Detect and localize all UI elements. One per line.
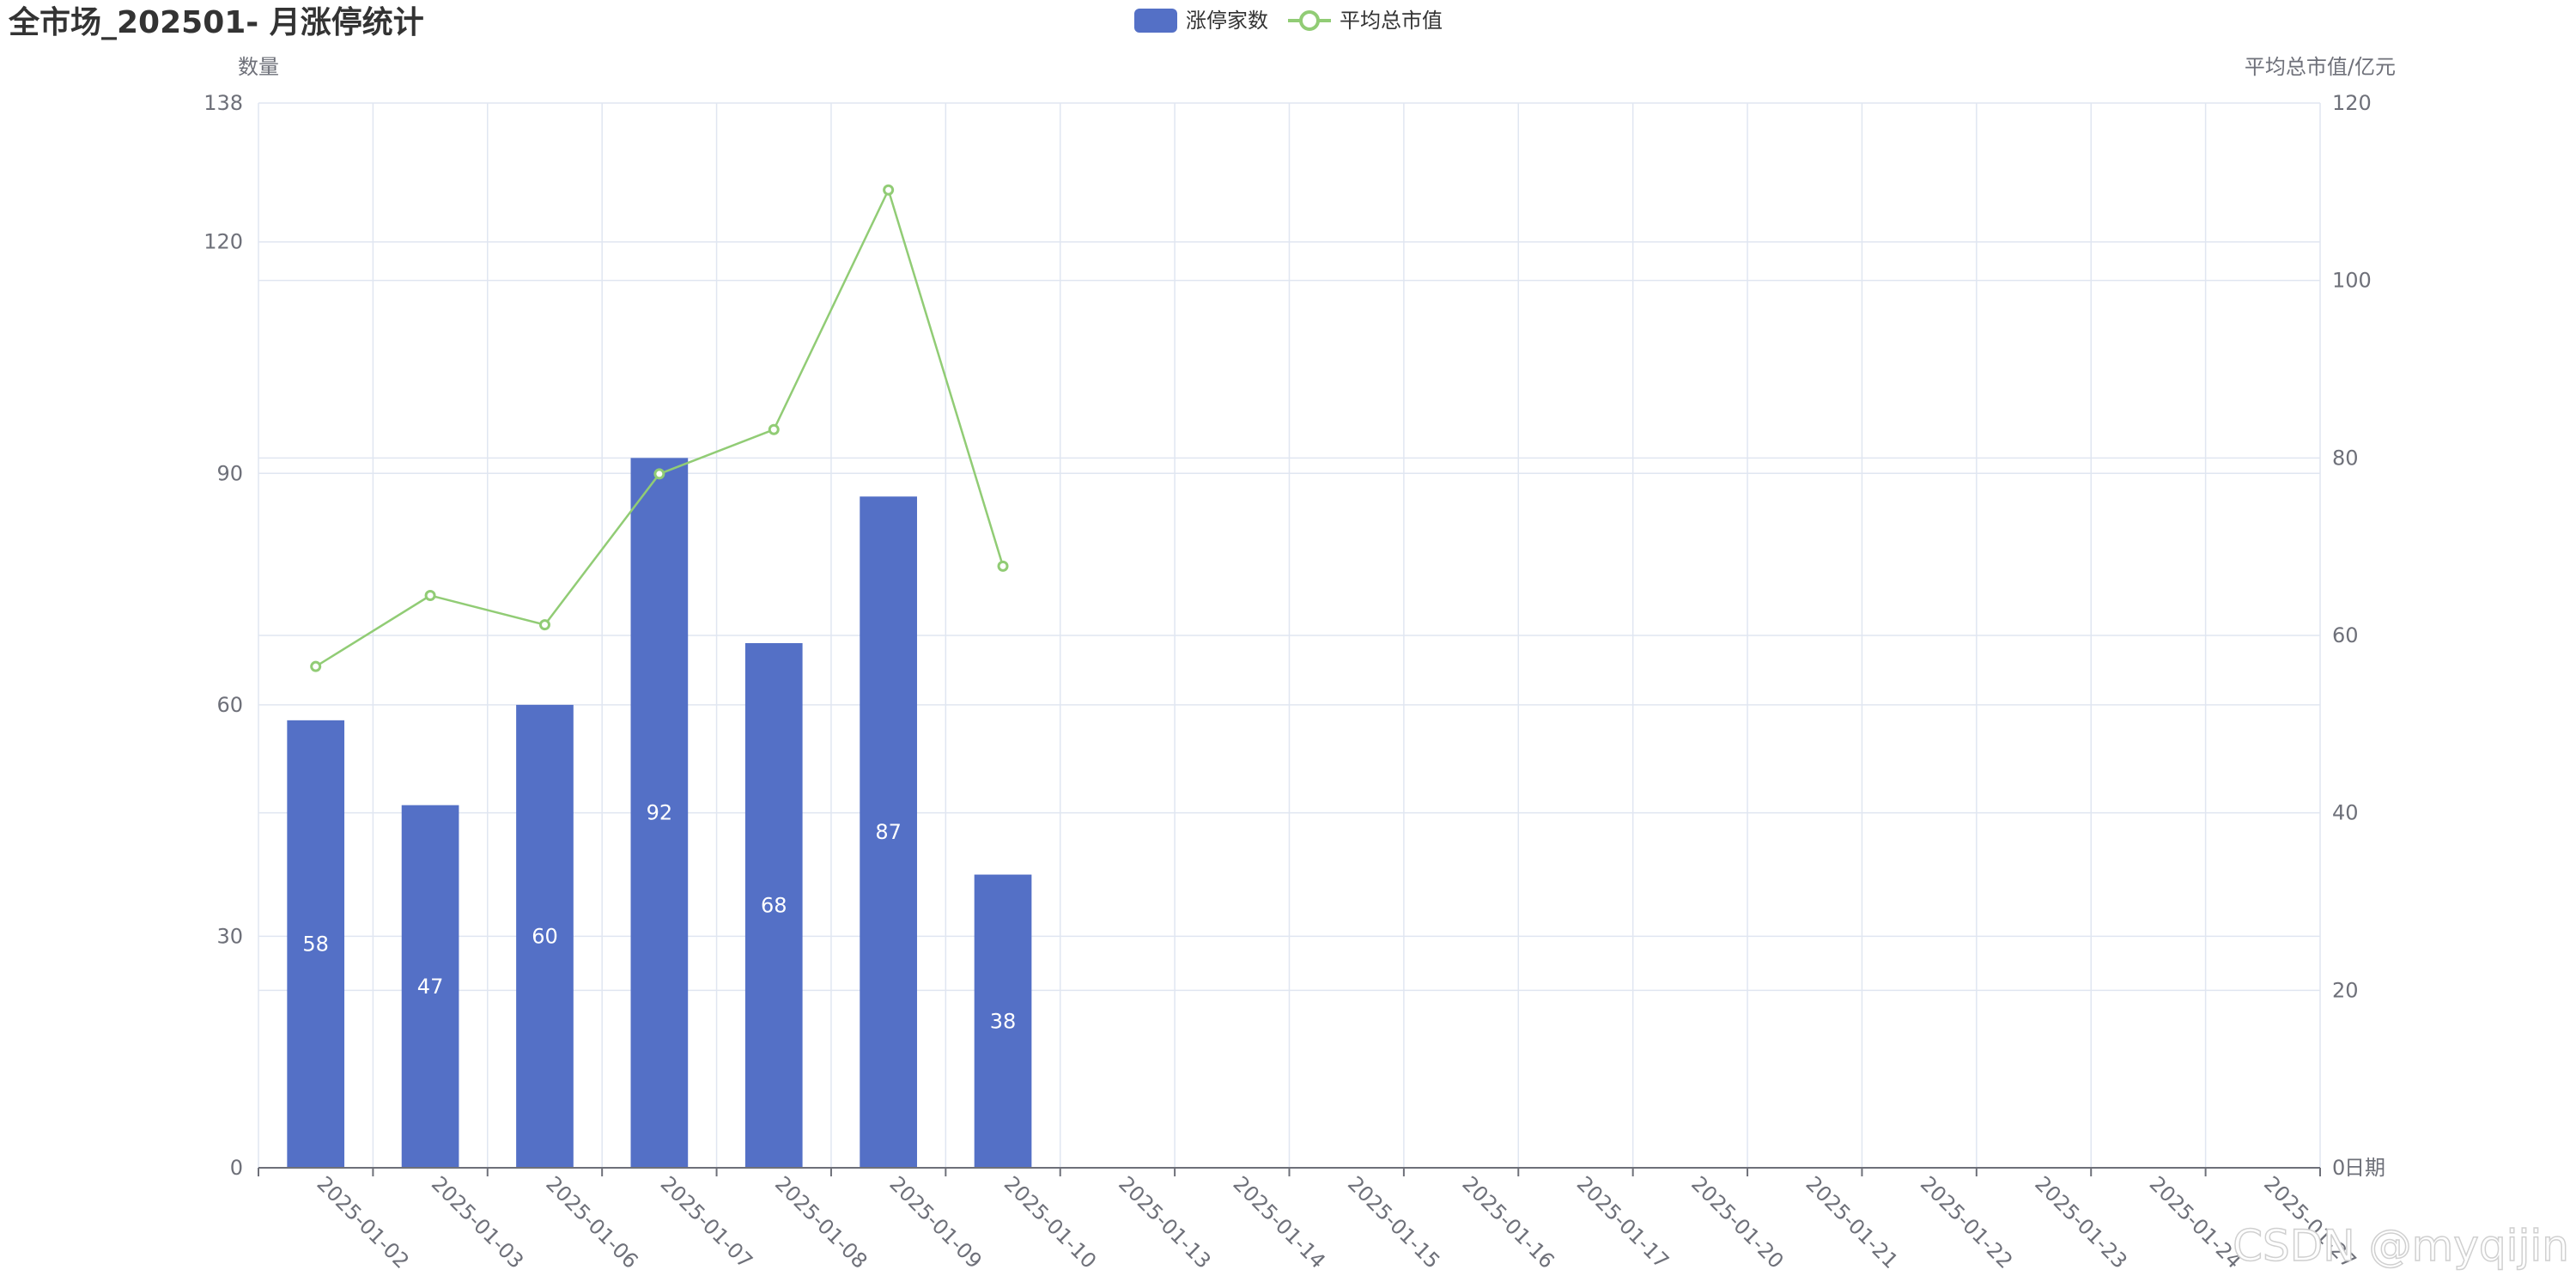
y-axis-right-tick-label: 0: [2332, 1156, 2345, 1180]
bar-value-label: 68: [761, 893, 787, 917]
bar-value-label: 87: [875, 820, 902, 844]
bar: [860, 496, 917, 1168]
chart-title: 全市场_202501- 月涨停统计: [8, 4, 424, 40]
y-axis-left-tick-label: 0: [230, 1156, 243, 1180]
bar: [516, 704, 574, 1168]
x-axis-tick-label: 2025-01-07: [656, 1171, 757, 1273]
bar-value-label: 60: [532, 924, 558, 948]
x-axis-name: 日期: [2344, 1156, 2385, 1180]
y-axis-left-tick-label: 30: [216, 924, 243, 948]
bar-value-label: 92: [647, 801, 673, 825]
y-axis-left-tick-label: 90: [216, 461, 243, 485]
legend[interactable]: 涨停家数 平均总市值: [1134, 9, 1443, 33]
y-axis-right-tick-label: 40: [2332, 801, 2359, 825]
y-axis-left-tick-label: 120: [204, 230, 243, 254]
y-axis-left-name: 数量: [238, 55, 279, 79]
legend-bar-swatch: [1134, 9, 1177, 33]
watermark-text: CSDN @myqijin: [2233, 1221, 2569, 1271]
y-axis-right-tick-label: 120: [2332, 91, 2372, 115]
x-axis-tick-label: 2025-01-14: [1229, 1171, 1330, 1273]
x-axis-tick-label: 2025-01-23: [2030, 1171, 2131, 1273]
y-axis-right-tick-label: 20: [2332, 978, 2359, 1002]
y-axis-right-tick-label: 100: [2332, 269, 2372, 293]
bar-value-label: 38: [990, 1009, 1017, 1033]
x-axis-tick-label: 2025-01-24: [2145, 1171, 2246, 1273]
x-axis-tick-label: 2025-01-09: [884, 1171, 986, 1273]
x-axis-tick-label: 2025-01-15: [1343, 1171, 1444, 1273]
grid-lines: [258, 102, 2321, 1168]
x-axis-tick-label: 2025-01-06: [541, 1171, 642, 1273]
x-axis-tick-label: 2025-01-20: [1686, 1171, 1788, 1273]
x-axis-tick-label: 2025-01-03: [427, 1171, 528, 1273]
bar-value-label: 58: [302, 932, 329, 956]
legend-item-line[interactable]: 平均总市值: [1288, 9, 1443, 33]
bar: [287, 720, 345, 1168]
legend-line-circle-icon: [1299, 10, 1320, 31]
line-point: [653, 468, 665, 480]
bar-value-label: 47: [417, 975, 444, 999]
x-axis-ticks: 2025-01-02 2025-01-03 2025-01-06 2025-01-07…: [312, 1171, 2360, 1273]
line-point: [310, 660, 322, 672]
line-point: [538, 619, 550, 631]
y-axis-right-ticks: 0 20 40 60 80 100 120: [2332, 91, 2372, 1180]
y-axis-left-ticks: 0 30 60 90 120 138: [204, 91, 243, 1180]
x-axis-tick-label: 2025-01-16: [1457, 1171, 1558, 1273]
y-axis-right-name: 平均总市值/亿元: [2245, 55, 2396, 79]
legend-item-bar[interactable]: 涨停家数: [1134, 9, 1268, 33]
x-axis-tick-label: 2025-01-22: [1916, 1171, 2017, 1273]
line-series: [310, 184, 1009, 672]
bar-series: [287, 458, 1032, 1168]
bar: [401, 805, 459, 1168]
line-point: [768, 423, 780, 435]
legend-bar-label: 涨停家数: [1186, 9, 1268, 33]
y-axis-right-tick-label: 60: [2332, 623, 2359, 647]
y-axis-left-tick-label: 60: [216, 693, 243, 717]
x-axis-tick-label: 2025-01-17: [1572, 1171, 1674, 1273]
bar: [744, 642, 803, 1168]
bar: [974, 874, 1032, 1168]
x-axis-tick-label: 2025-01-13: [1114, 1171, 1215, 1273]
legend-line-label: 平均总市值: [1340, 9, 1443, 33]
line-point: [883, 184, 895, 196]
x-axis-tick-label: 2025-01-02: [312, 1171, 413, 1273]
x-axis-tick-label: 2025-01-10: [999, 1171, 1101, 1273]
bar: [630, 458, 689, 1168]
y-axis-left-tick-label: 138: [204, 91, 243, 115]
line-point: [424, 590, 436, 601]
bar-value-labels: 58 47 60 92 68 87 38: [302, 801, 1016, 1034]
y-axis-right-tick-label: 80: [2332, 446, 2359, 470]
line-point: [997, 560, 1009, 572]
x-axis-tick-label: 2025-01-21: [1801, 1171, 1903, 1273]
x-axis-tick-label: 2025-01-08: [770, 1171, 872, 1273]
axes: [258, 1167, 2321, 1176]
